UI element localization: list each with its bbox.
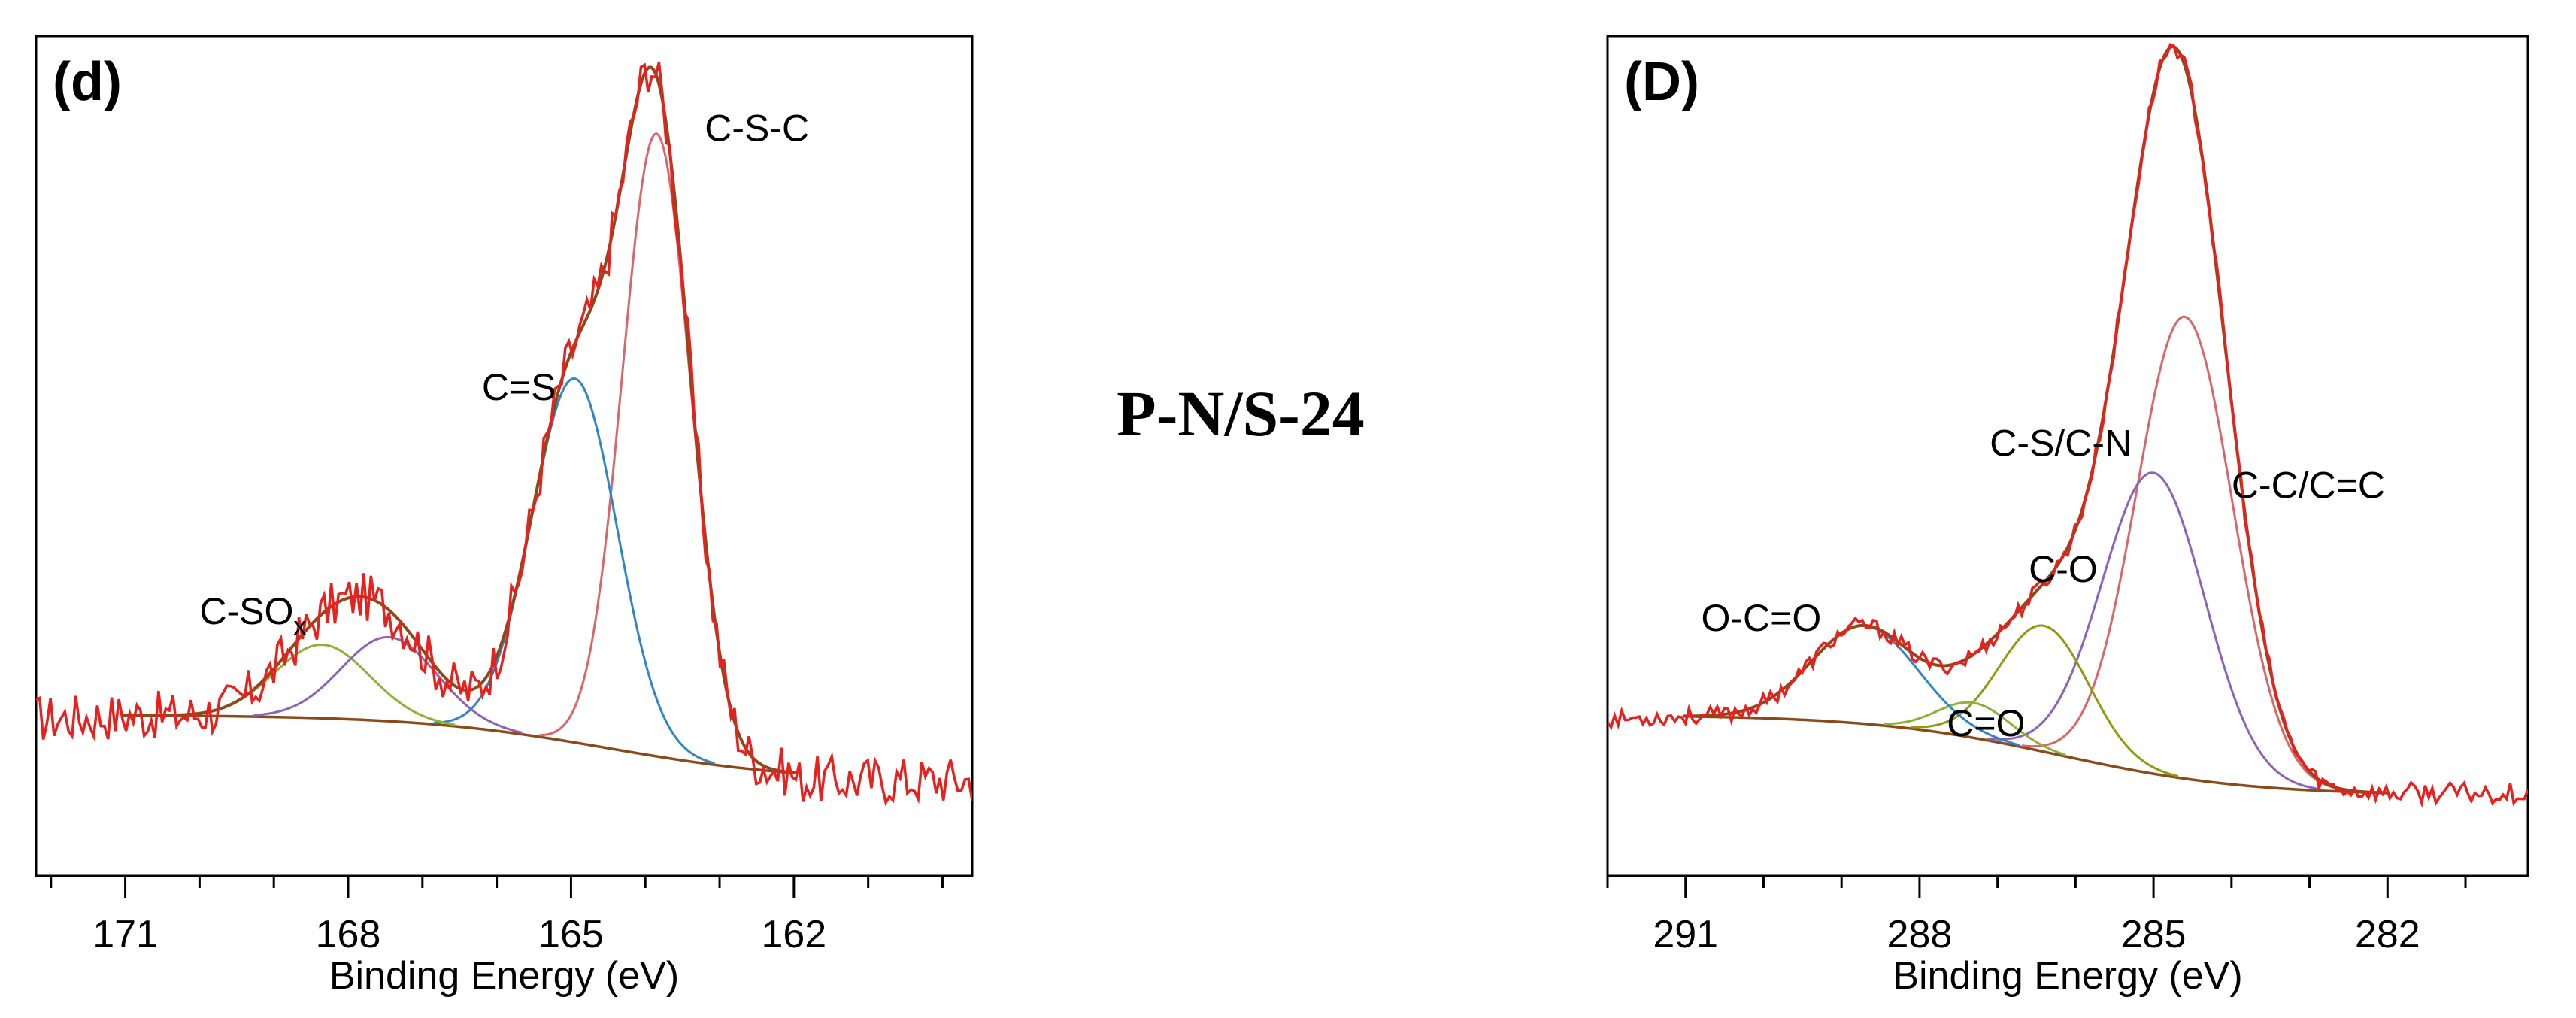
background-baseline — [123, 714, 797, 775]
x-tick-label: 291 — [1653, 913, 1718, 956]
component-peak-c-o — [1911, 624, 2179, 777]
peak-annotation: C-O — [2029, 548, 2098, 590]
x-tick-label: 282 — [2355, 913, 2420, 956]
background-baseline — [1683, 715, 2390, 795]
x-axis-label: Binding Energy (eV) — [1893, 954, 2242, 998]
component-peak-c-s-c-n — [1987, 471, 2321, 791]
component-peak-c-sox-b- — [253, 635, 523, 735]
raw-spectrum — [1608, 43, 2528, 808]
xps-panel-s2p: 171 168 165 162 Binding Energy (eV) (d) C-S-C C… — [35, 35, 974, 998]
component-peak-c-sox-a- — [190, 644, 456, 726]
xps-panel-c1s: 291 288 285 282 Binding Energy (eV) (D) C-C/C=… — [1606, 35, 2529, 998]
component-peak-c-s-c — [539, 132, 774, 771]
raw-spectrum — [36, 62, 972, 807]
component-peak-c-o — [1884, 701, 2066, 756]
x-tick-label: 168 — [316, 913, 381, 956]
x-tick-label: 165 — [538, 913, 604, 956]
figure-center-title: P-N/S-24 — [1117, 377, 1365, 450]
peak-annotation: C-C/C=C — [2232, 464, 2385, 506]
peak-annotation: C-SOx — [199, 590, 306, 641]
panel-label: (d) — [53, 52, 122, 112]
x-tick-label: 288 — [1887, 913, 1953, 956]
peak-annotation: C-S/C-N — [1990, 423, 2132, 465]
component-peak-c-s — [434, 377, 716, 765]
plot-frame — [35, 35, 974, 877]
peak-annotation: C=S — [482, 366, 556, 408]
x-axis-label: Binding Energy (eV) — [329, 954, 679, 998]
peak-annotation: C-S-C — [705, 108, 809, 150]
peak-annotation: O-C=O — [1701, 597, 1821, 639]
x-tick-label: 162 — [761, 913, 826, 956]
x-tick-label: 171 — [92, 913, 158, 956]
plot-frame — [1606, 35, 2529, 877]
x-tick-label: 285 — [2121, 913, 2187, 956]
peak-annotation: C=O — [1947, 702, 2025, 744]
fitted-envelope — [1683, 44, 2390, 795]
component-peak-c-c-c-c — [2021, 315, 2347, 792]
panel-label: (D) — [1624, 52, 1699, 112]
